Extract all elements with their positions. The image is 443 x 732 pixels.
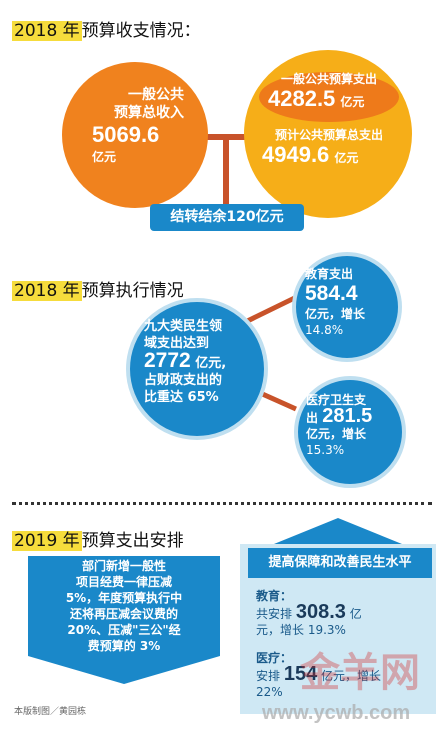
health-value-row: 出 281.5: [306, 405, 402, 427]
health-circle: [294, 376, 406, 488]
credit-text: 本版制图／黄园栋: [14, 707, 87, 717]
improve-edu-growth: 元，增长 19.3%: [256, 623, 346, 637]
expenditure-label: 一般公共预算支出: [280, 72, 377, 86]
cut-line-2: 项目经费一律压减: [75, 575, 172, 589]
revenue-label-line1: 一般公共: [128, 87, 184, 103]
cut-line-6: 费预算的 3%: [87, 639, 161, 653]
health-text: 医疗卫生支 出 281.5 亿元，增长 15.3%: [306, 392, 402, 458]
health-value: 281.5: [322, 405, 373, 427]
watermark-logo-text: 金羊网: [300, 649, 420, 696]
livelihood-circle: [126, 298, 268, 440]
down-arrow-shape: [28, 556, 220, 684]
improve-med-label: 医疗：: [256, 651, 293, 665]
expenditure-value-row: 4282.5 亿元: [268, 86, 364, 112]
section1-title-rest: 预算收支情况：: [81, 21, 201, 41]
education-growth: 14.8%: [305, 323, 344, 337]
improve-med: 医疗： 安排 154 亿元，增长 22%: [256, 650, 426, 700]
livelihood-line4: 比重达 65%: [144, 390, 219, 405]
expenditure-value: 4282.5: [268, 86, 336, 111]
improve-edu-label: 教育：: [256, 589, 293, 603]
watermark-logo: 金羊网: [300, 640, 420, 698]
education-value: 584.4: [305, 282, 358, 305]
section2-title-year: 2018 年: [12, 281, 82, 301]
livelihood-line1: 九大类民生领: [144, 319, 223, 334]
education-label: 教育支出: [305, 267, 354, 281]
section2-title: 2018 年预算执行情况: [12, 276, 184, 301]
watermark-url: www.ycwb.com: [262, 702, 411, 724]
revenue-value: 5069.6: [92, 122, 160, 147]
cut-text: 部门新增一般性 项目经费一律压减 5%，年度预算执行中 还将再压减会议费的 20…: [38, 558, 210, 654]
section3-title: 2019 年预算支出安排: [12, 526, 184, 551]
improve-edu-value: 308.3: [295, 601, 346, 623]
education-text: 教育支出 584.4 亿元，增长 14.8%: [305, 266, 395, 338]
improve-med-prefix: 安排: [256, 669, 281, 683]
health-label: 医疗卫生支: [306, 393, 367, 407]
section2-title-rest: 预算执行情况: [81, 281, 184, 301]
livelihood-line3: 占财政支出的: [144, 373, 223, 388]
revenue-unit: 亿元: [92, 150, 117, 164]
section1-title-year: 2018 年: [12, 21, 82, 41]
health-growth: 15.3%: [306, 443, 345, 457]
expenditure-value2: 4949.6: [262, 142, 330, 167]
education-circle: [292, 252, 402, 362]
improve-med-growth: 22%: [256, 685, 283, 699]
improve-med-value: 154: [283, 663, 318, 685]
expenditure-label2: 预计公共预算总支出: [274, 128, 383, 142]
livelihood-text: 九大类民生领 域支出达到 2772 亿元, 占财政支出的 比重达 65%: [144, 318, 254, 406]
connector-vertical: [223, 136, 229, 206]
section-divider: [12, 502, 432, 505]
expenditure-highlight-oval: [259, 72, 399, 122]
revenue-label-line2: 预算总收入: [114, 105, 184, 121]
education-unit: 亿元，增长: [305, 307, 366, 321]
section1-title: 2018 年预算收支情况：: [12, 16, 201, 41]
improve-med-unit: 亿元，增长: [321, 669, 382, 683]
expenditure-unit2: 亿元: [334, 151, 359, 165]
improve-edu-unit: 亿: [349, 607, 362, 621]
improve-med-row: 安排 154 亿元，增长: [256, 663, 426, 685]
cut-line-1: 部门新增一般性: [81, 559, 166, 573]
connector-horizontal: [158, 134, 258, 140]
cut-line-3: 5%，年度预算执行中: [65, 591, 183, 605]
health-prefix: 出: [306, 411, 319, 425]
improve-edu-prefix: 共安排: [256, 607, 293, 621]
improve-header: 提高保障和改善民生水平: [248, 548, 432, 578]
livelihood-value-row: 2772 亿元,: [144, 349, 254, 372]
livelihood-unit: 亿元,: [195, 356, 227, 371]
cut-line-5: 20%、压减"三公"经: [67, 623, 181, 637]
expenditure-unit: 亿元: [340, 95, 365, 109]
improve-edu-row: 共安排 308.3 亿: [256, 601, 426, 623]
section3-title-rest: 预算支出安排: [81, 531, 184, 551]
revenue-circle: [62, 62, 208, 208]
balance-badge: 结转结余120亿元: [150, 204, 304, 231]
improve-edu: 教育： 共安排 308.3 亿 元，增长 19.3%: [256, 588, 426, 638]
section3-title-year: 2019 年: [12, 531, 82, 551]
livelihood-line2: 域支出达到: [144, 336, 210, 351]
revenue-text: 一般公共 预算总收入 5069.6 亿元: [92, 86, 202, 166]
cut-line-4: 还将再压减会议费的: [69, 607, 178, 621]
livelihood-value: 2772: [144, 349, 191, 372]
expenditure-value2-row: 4949.6 亿元: [262, 142, 358, 168]
health-unit: 亿元，增长: [306, 427, 367, 441]
